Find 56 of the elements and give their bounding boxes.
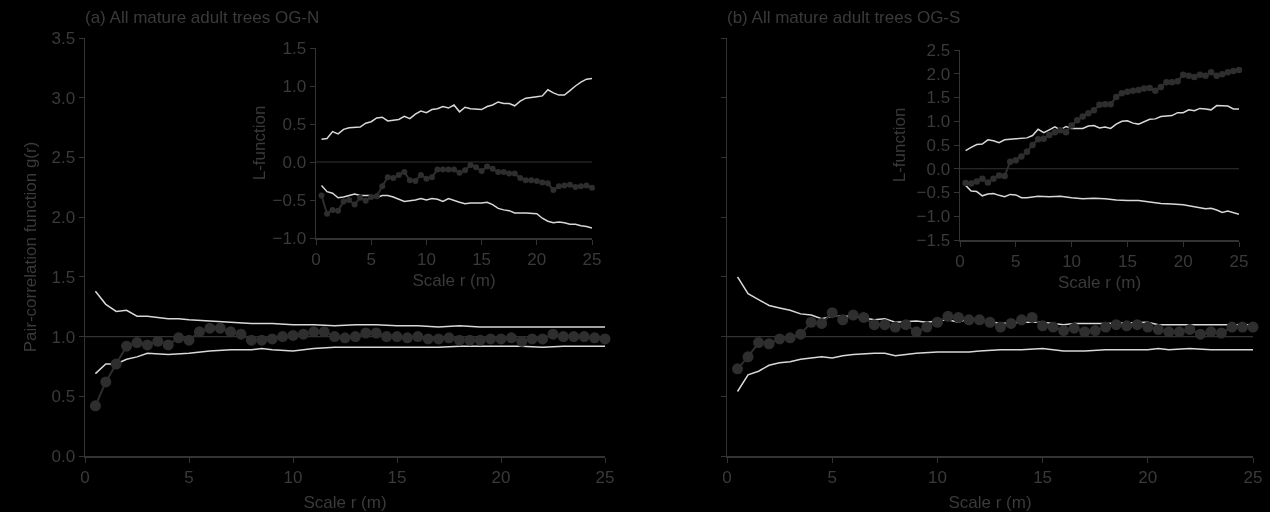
x-tick-label: 5: [827, 467, 837, 487]
x-axis-title: Scale r (m): [412, 271, 496, 291]
y-tick-label: 1.5: [926, 88, 951, 108]
x-tick-label: 20: [1138, 467, 1158, 487]
x-tick-label: 15: [472, 249, 492, 269]
x-axis-title: Scale r (m): [948, 493, 1032, 512]
y-tick-label: 0.0: [926, 159, 951, 179]
y-axis-title: L-function: [250, 105, 269, 181]
y-tick-label: 2.0: [51, 208, 76, 228]
y-tick-label: 0.0: [51, 446, 76, 466]
y-tick-label: 1.5: [51, 267, 76, 287]
y-tick-label: 3.0: [51, 88, 76, 108]
y-tick-label: 0.0: [282, 152, 307, 172]
y-tick-label: 0.5: [282, 114, 307, 134]
y-tick-label: 0.5: [51, 387, 76, 407]
y-tick-label: −1.5: [916, 230, 951, 250]
y-tick-label: 1.0: [926, 112, 951, 132]
y-tick-label: 0.5: [926, 135, 951, 155]
x-tick-label: 10: [283, 467, 303, 487]
x-tick-label: 15: [1117, 251, 1137, 271]
y-tick-label: 1.5: [282, 38, 307, 58]
x-tick-label: 10: [927, 467, 947, 487]
chart-title: (a) All mature adult trees OG-N: [85, 7, 320, 27]
y-tick-label: −1.0: [916, 207, 951, 227]
y-tick-label: 2.0: [926, 64, 951, 84]
x-axis-title: Scale r (m): [1057, 273, 1142, 293]
y-tick-label: −1.0: [272, 228, 307, 248]
x-tick-label: 25: [595, 467, 615, 487]
x-tick-label: 25: [1243, 467, 1263, 487]
x-tick-label: 5: [184, 467, 194, 487]
x-tick-label: 25: [582, 249, 602, 269]
x-tick-label: 0: [722, 467, 732, 487]
x-tick-label: 20: [527, 249, 547, 269]
x-axis-title: Scale r (m): [303, 493, 387, 512]
x-tick-label: 0: [955, 251, 965, 271]
x-tick-label: 20: [491, 467, 511, 487]
y-tick-label: 1.0: [51, 327, 76, 347]
x-tick-label: 15: [1033, 467, 1053, 487]
x-tick-label: 0: [80, 467, 90, 487]
y-tick-label: 2.5: [51, 148, 76, 168]
y-tick-label: −0.5: [916, 183, 951, 203]
x-tick-label: 5: [1011, 251, 1021, 271]
x-tick-label: 20: [1173, 251, 1193, 271]
y-tick-label: 2.5: [926, 40, 951, 60]
x-tick-label: 10: [1062, 251, 1082, 271]
y-tick-label: 1.0: [282, 76, 307, 96]
x-tick-label: 0: [311, 249, 321, 269]
y-axis-title: L-function: [890, 107, 910, 183]
y-tick-label: −0.5: [272, 190, 307, 210]
chart-title: (b) All mature adult trees OG-S: [727, 7, 961, 27]
x-tick-label: 10: [416, 249, 436, 269]
x-tick-label: 5: [366, 249, 376, 269]
y-tick-label: 3.5: [51, 28, 76, 48]
x-tick-label: 15: [387, 467, 407, 487]
y-axis-title: Pair-correlation function g(r): [21, 141, 41, 353]
x-tick-label: 25: [1229, 251, 1249, 271]
